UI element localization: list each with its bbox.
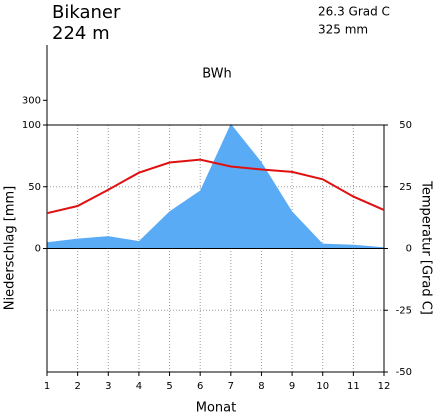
y-tick-label: 50 <box>399 120 412 131</box>
y2-tick-label: 0 <box>35 244 41 255</box>
elevation: 224 m <box>52 23 110 44</box>
x-tick-label: 12 <box>378 381 391 392</box>
x-tick-label: 3 <box>105 381 111 392</box>
x-tick-label: 5 <box>166 381 172 392</box>
annual-precipitation: 325 mm <box>318 23 368 37</box>
x-tick-label: 4 <box>136 381 142 392</box>
x-axis-label: Monat <box>196 401 236 416</box>
y-tick-label: 25 <box>399 182 412 193</box>
y2-tick-label: 50 <box>28 182 41 193</box>
x-tick-label: 2 <box>74 381 80 392</box>
precipitation-area <box>47 123 384 249</box>
x-tick-label: 6 <box>197 381 203 392</box>
climate-class: BWh <box>202 67 232 82</box>
y2-axis-label: Niederschlag [mm] <box>3 186 18 311</box>
y-tick-label: -50 <box>396 367 412 378</box>
x-tick-label: 11 <box>347 381 360 392</box>
x-tick-label: 8 <box>258 381 264 392</box>
mean-temperature: 26.3 Grad C <box>318 5 390 19</box>
y-axis-label: Temperatur [Grad C] <box>419 180 434 315</box>
x-tick-label: 9 <box>289 381 295 392</box>
y-tick-label: -25 <box>396 305 412 316</box>
temperature-line <box>46 158 385 215</box>
y-tick-label: 0 <box>406 244 412 255</box>
y2-tick-label: 100 <box>22 120 41 131</box>
station: Bikaner <box>52 2 121 23</box>
x-tick-label: 1 <box>44 381 50 392</box>
x-tick-label: 10 <box>316 381 329 392</box>
y2-tick-label: 300 <box>22 95 41 106</box>
x-tick-label: 7 <box>228 381 234 392</box>
